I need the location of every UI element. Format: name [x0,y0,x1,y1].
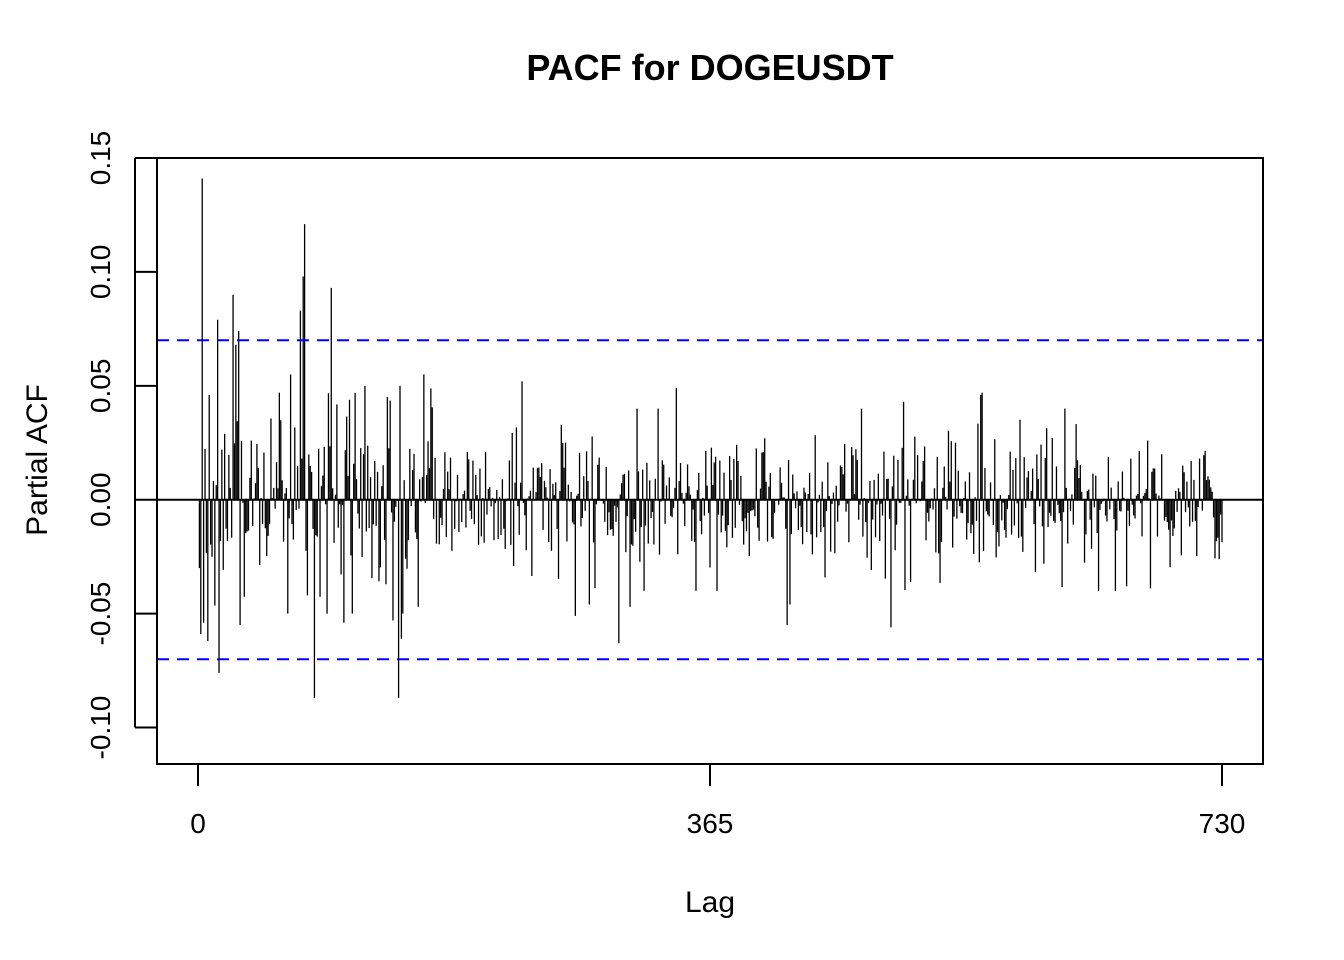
x-tick-label: 730 [1199,808,1246,839]
y-tick-label: -0.10 [85,696,116,760]
y-axis-label: Partial ACF [21,384,54,536]
y-axis: -0.10 -0.05 0.00 0.05 0.10 0.15 [85,131,157,760]
y-tick-label: 0.00 [85,472,116,527]
confidence-bounds [157,339,1263,661]
x-tick-label: 365 [687,808,734,839]
chart-title: PACF for DOGEUSDT [526,47,893,88]
x-axis: 0 365 730 [190,763,1246,839]
y-tick-label: 0.15 [85,131,116,186]
pacf-bars [198,178,1223,698]
y-tick-label: -0.05 [85,582,116,646]
x-tick-label: 0 [190,808,206,839]
x-axis-label: Lag [685,886,735,919]
plot-frame [156,157,1264,765]
y-tick-label: 0.05 [85,359,116,414]
y-tick-label: 0.10 [85,245,116,300]
